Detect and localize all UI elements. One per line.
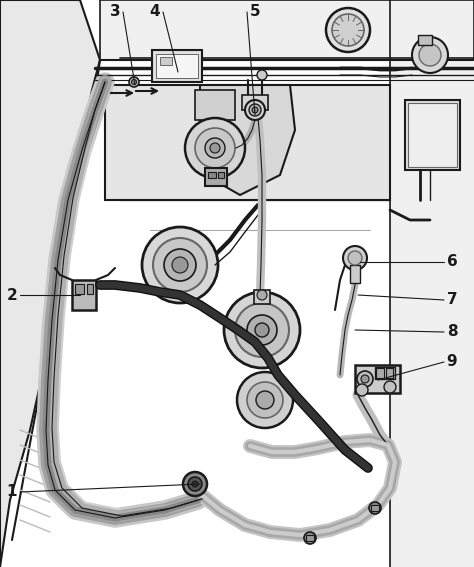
Text: 7: 7 bbox=[447, 293, 457, 307]
Bar bbox=[376, 368, 384, 378]
Circle shape bbox=[185, 118, 245, 178]
Bar bbox=[152, 50, 202, 82]
Circle shape bbox=[304, 532, 316, 544]
Circle shape bbox=[348, 251, 362, 265]
Bar bbox=[418, 35, 432, 45]
Bar bbox=[355, 365, 400, 393]
Text: 4: 4 bbox=[150, 5, 160, 19]
Circle shape bbox=[252, 107, 258, 113]
Text: 8: 8 bbox=[447, 324, 457, 340]
Text: 5: 5 bbox=[250, 5, 260, 19]
Polygon shape bbox=[105, 85, 390, 200]
Circle shape bbox=[247, 382, 283, 418]
Circle shape bbox=[224, 292, 300, 368]
Circle shape bbox=[237, 372, 293, 428]
Circle shape bbox=[245, 100, 265, 120]
Circle shape bbox=[332, 14, 364, 46]
Bar bbox=[218, 172, 224, 178]
Circle shape bbox=[210, 143, 220, 153]
Circle shape bbox=[164, 249, 196, 281]
Circle shape bbox=[188, 477, 202, 491]
Bar bbox=[195, 90, 235, 120]
Bar bbox=[87, 284, 93, 294]
Circle shape bbox=[257, 290, 267, 300]
Circle shape bbox=[412, 37, 448, 73]
Bar bbox=[156, 54, 198, 78]
Circle shape bbox=[249, 104, 261, 116]
Circle shape bbox=[205, 138, 225, 158]
Bar bbox=[75, 284, 84, 294]
Bar bbox=[375, 367, 395, 379]
Circle shape bbox=[256, 391, 274, 409]
Text: 3: 3 bbox=[109, 5, 120, 19]
Bar bbox=[371, 505, 379, 511]
Circle shape bbox=[153, 238, 207, 292]
Circle shape bbox=[361, 375, 369, 383]
Circle shape bbox=[257, 70, 267, 80]
Circle shape bbox=[183, 472, 207, 496]
Bar bbox=[72, 280, 96, 310]
Circle shape bbox=[142, 227, 218, 303]
Bar bbox=[205, 168, 227, 186]
Bar bbox=[405, 100, 460, 170]
Circle shape bbox=[235, 303, 289, 357]
Circle shape bbox=[343, 246, 367, 270]
Bar bbox=[386, 368, 393, 378]
Bar bbox=[390, 0, 474, 567]
Text: 9: 9 bbox=[447, 354, 457, 370]
Circle shape bbox=[356, 384, 368, 396]
Bar bbox=[242, 95, 268, 110]
Circle shape bbox=[131, 79, 137, 84]
Circle shape bbox=[192, 481, 198, 487]
Bar bbox=[208, 172, 216, 178]
Text: 6: 6 bbox=[447, 255, 457, 269]
Text: 2: 2 bbox=[7, 287, 18, 303]
Text: 1: 1 bbox=[7, 484, 17, 500]
Bar bbox=[408, 103, 457, 167]
Circle shape bbox=[326, 8, 370, 52]
Circle shape bbox=[172, 257, 188, 273]
Bar bbox=[306, 535, 314, 541]
Circle shape bbox=[419, 44, 441, 66]
Bar bbox=[100, 0, 474, 60]
Circle shape bbox=[247, 315, 277, 345]
Bar bbox=[254, 290, 270, 304]
Circle shape bbox=[369, 502, 381, 514]
Circle shape bbox=[384, 381, 396, 393]
Bar bbox=[350, 265, 360, 283]
Polygon shape bbox=[0, 0, 100, 567]
Circle shape bbox=[357, 371, 373, 387]
Circle shape bbox=[129, 77, 139, 87]
Bar bbox=[160, 57, 172, 65]
Circle shape bbox=[255, 323, 269, 337]
Circle shape bbox=[195, 128, 235, 168]
Polygon shape bbox=[200, 85, 295, 195]
